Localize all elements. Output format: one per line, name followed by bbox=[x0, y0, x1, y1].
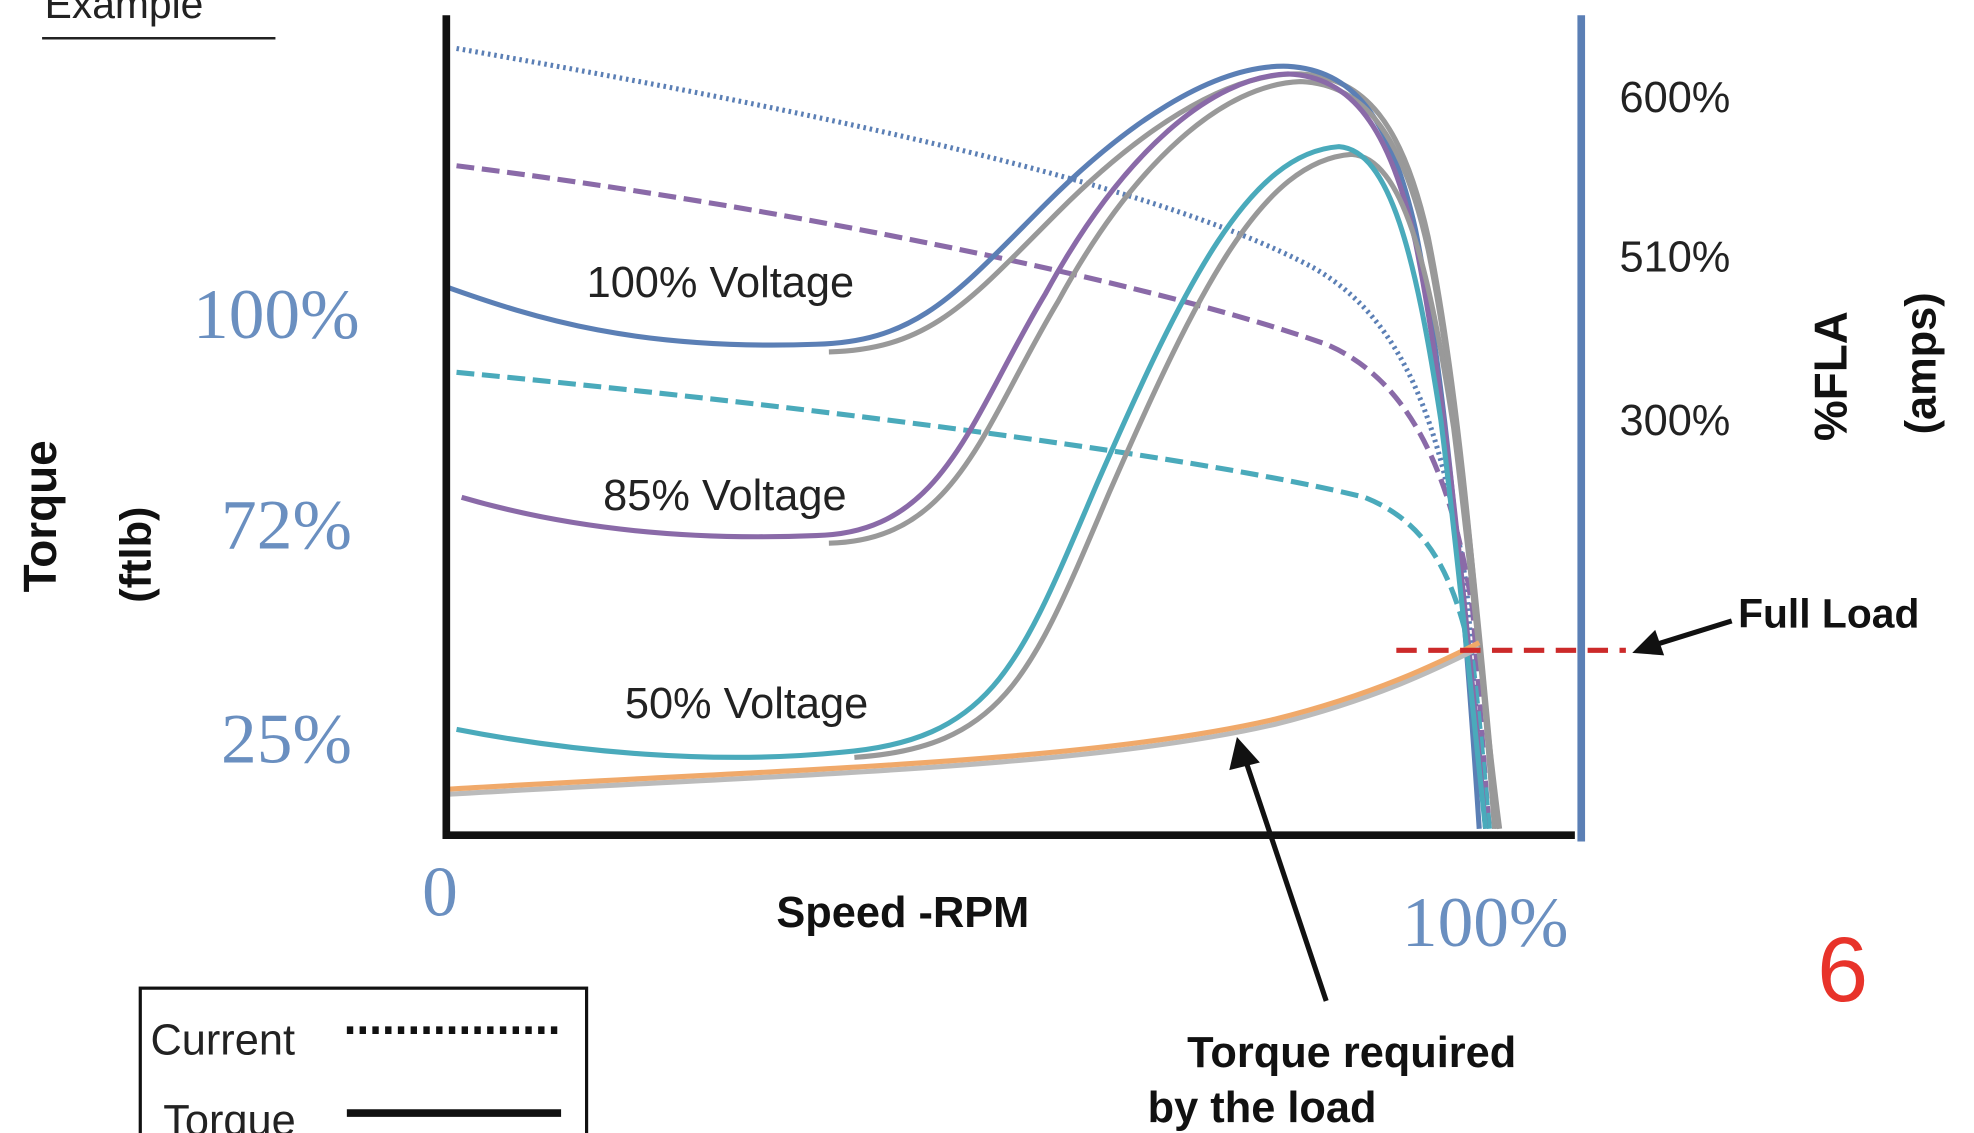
arrow-head bbox=[1632, 629, 1665, 656]
torque-50 bbox=[456, 144, 1489, 830]
annotation: by the load bbox=[1148, 1084, 1377, 1132]
torque-85-shadow bbox=[828, 79, 1500, 829]
annotation: Full Load bbox=[1738, 590, 1919, 636]
torque-50-shadow bbox=[854, 151, 1503, 830]
x-tick-label: 0 bbox=[422, 852, 458, 931]
curve-label: 50% Voltage bbox=[625, 680, 868, 728]
y2-axis-unit: (amps) bbox=[1898, 292, 1946, 434]
slide-number: 6 bbox=[1817, 919, 1868, 1021]
y2-tick-label: 300% bbox=[1619, 397, 1730, 445]
legend-box bbox=[138, 986, 589, 1133]
legend-label: Torque bbox=[163, 1097, 296, 1133]
arrow-shaft bbox=[1656, 618, 1733, 647]
y-axis-title: Torque bbox=[14, 440, 66, 592]
curve-label: 100% Voltage bbox=[587, 259, 855, 307]
curve-label: 85% Voltage bbox=[603, 472, 846, 520]
current-50 bbox=[456, 369, 1492, 830]
current-85 bbox=[456, 163, 1492, 830]
y-tick-label: 100% bbox=[193, 275, 360, 354]
y-tick-label: 72% bbox=[221, 485, 352, 564]
torque-85 bbox=[460, 71, 1489, 830]
y-axis-unit: (ftlb) bbox=[112, 507, 160, 603]
title: Example bbox=[45, 0, 204, 27]
legend-label: Current bbox=[150, 1016, 295, 1064]
load-torque bbox=[446, 640, 1481, 792]
page-number: 41 bbox=[1861, 1129, 1892, 1133]
y-tick-label: 25% bbox=[221, 699, 352, 778]
arrow-shaft bbox=[1244, 764, 1329, 1002]
annotation: Torque required bbox=[1187, 1029, 1516, 1077]
arrow-head bbox=[1229, 736, 1260, 771]
x-tick-label: 100% bbox=[1402, 883, 1569, 962]
y2-tick-label: 600% bbox=[1619, 74, 1730, 122]
x-axis-title: Speed -RPM bbox=[776, 889, 1029, 937]
y2-axis-title: %FLA bbox=[1804, 311, 1856, 441]
load-shadow bbox=[446, 645, 1481, 797]
y2-tick-label: 510% bbox=[1619, 234, 1730, 282]
